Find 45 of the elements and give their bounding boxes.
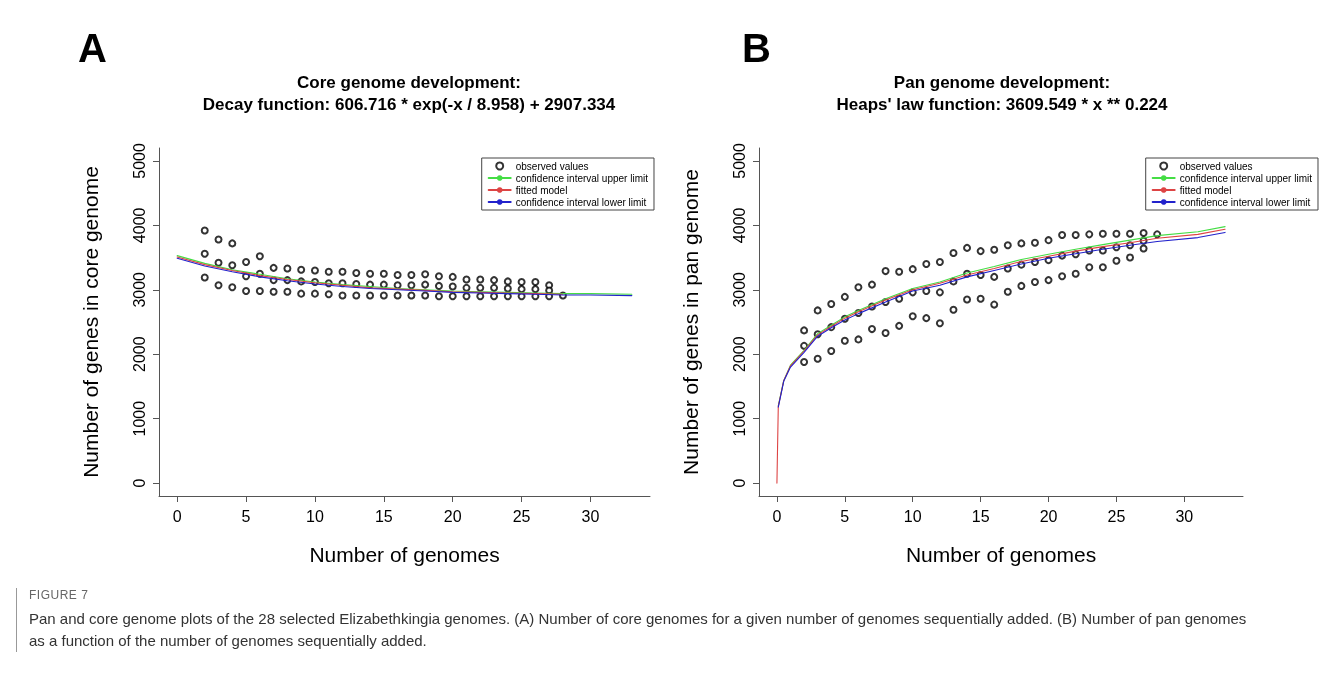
legend-label: observed values: [515, 160, 589, 172]
y-axis-title: Number of genes in pan genome: [679, 169, 702, 475]
y-tick-label: 2000: [130, 336, 148, 373]
x-axis-title: Number of genomes: [905, 543, 1097, 566]
y-tick-label: 4000: [730, 207, 748, 244]
x-tick-label: 30: [581, 507, 600, 525]
x-tick-label: 20: [1039, 507, 1058, 525]
y-tick-label: 1000: [130, 400, 148, 437]
legend-label: confidence interval lower limit: [515, 196, 647, 208]
x-axis-title: Number of genomes: [309, 543, 500, 566]
chart-title: Core genome development: Decay function: 606.716 * exp(-x / 8.958) + 2907.334: [202, 72, 616, 114]
y-axis-title: Number of genes in core genome: [79, 166, 102, 478]
x-tick-label: 10: [306, 507, 324, 525]
legend-label: confidence interval upper limit: [515, 172, 649, 184]
text: Pan and core genome plots of the 28 selected Elizabethkingia genomes. (A) Number of core genomes for a given number of genomes sequentially added. (B) Number of pan genomes as a function of the number of genomes sequentially added.: [29, 609, 1248, 651]
y-tick-label: 1000: [730, 400, 748, 437]
x-tick-label: 15: [971, 507, 990, 525]
x-tick-label: 5: [840, 507, 850, 525]
legend-label: fitted model: [515, 184, 568, 196]
legend-label: fitted model: [1179, 184, 1232, 196]
y-tick-label: 4000: [130, 207, 148, 244]
y-tick-label: 0: [730, 478, 748, 488]
text: A: [78, 26, 107, 70]
y-tick-label: 2000: [730, 336, 748, 373]
chart-title: Pan genome development: Heaps' law function: 3609.549 * x ** 0.224: [836, 72, 1169, 114]
y-tick-label: 5000: [730, 142, 748, 179]
x-tick-label: 10: [903, 507, 922, 525]
legend-label: confidence interval lower limit: [1179, 196, 1311, 208]
text: B: [742, 26, 771, 70]
caption: FIGURE 7: [29, 588, 90, 602]
y-tick-label: 3000: [730, 271, 748, 308]
x-tick-label: 0: [772, 507, 782, 525]
x-tick-label: 30: [1175, 507, 1194, 525]
x-tick-label: 20: [443, 507, 462, 525]
line-series: [776, 228, 1226, 484]
x-tick-label: 25: [512, 507, 531, 525]
y-tick-label: 0: [130, 478, 148, 488]
x-tick-label: 0: [172, 507, 182, 525]
legend-label: confidence interval upper limit: [1179, 172, 1313, 184]
y-tick-label: 5000: [130, 142, 148, 179]
y-tick-label: 3000: [130, 271, 148, 308]
x-tick-label: 15: [374, 507, 393, 525]
legend-label: observed values: [1179, 160, 1253, 172]
x-tick-label: 25: [1107, 507, 1126, 525]
x-tick-label: 5: [241, 507, 251, 525]
